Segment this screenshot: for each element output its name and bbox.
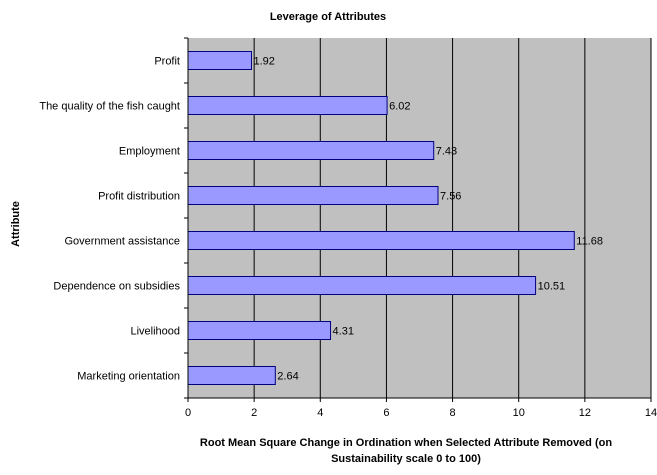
x-tick-label-4: 4 [317,407,323,419]
data-label-1: 6.02 [389,101,410,113]
bar-3 [187,186,439,205]
data-labels: 1.92 6.02 7.43 7.56 11.68 10.51 4.31 2.64 [253,56,602,383]
category-labels: Profit The quality of the fish caught Empl… [39,56,180,383]
data-label-0: 1.92 [253,56,274,68]
category-label-0: Profit [154,56,180,68]
bar-2 [187,141,435,160]
category-label-6: Livelihood [130,326,180,338]
bar-6 [187,321,332,340]
y-axis-label: Attribute [10,201,22,247]
category-label-5: Dependence on subsidies [53,281,180,293]
data-label-5: 10.51 [538,281,566,293]
x-tick-label-14: 14 [645,407,657,419]
chart-title: Leverage of Attributes [270,11,386,23]
x-tick-label-10: 10 [513,407,525,419]
data-label-2: 7.43 [436,146,457,158]
category-label-1: The quality of the fish caught [39,101,180,113]
bar-7 [187,366,276,385]
plot-area [188,38,651,398]
category-label-3: Profit distribution [98,191,180,203]
category-label-2: Employment [119,146,180,158]
x-tick-label-8: 8 [450,407,456,419]
bar-4 [187,231,575,250]
x-tick-label-0: 0 [185,407,191,419]
data-label-3: 7.56 [440,191,461,203]
data-label-4: 11.68 [576,236,603,248]
x-tick-label-12: 12 [579,407,591,419]
category-label-7: Marketing orientation [77,371,180,383]
bar-1 [187,96,388,115]
x-tick-label-2: 2 [251,407,257,419]
bars [187,51,575,385]
data-label-6: 4.31 [333,326,354,338]
x-axis-label-line-1: Root Mean Square Change in Ordination wh… [200,437,612,449]
x-tick-labels: 0 2 4 6 8 10 12 14 [185,407,657,419]
data-label-7: 2.64 [277,371,298,383]
x-tick-label-6: 6 [383,407,389,419]
category-label-4: Government assistance [64,236,180,248]
x-axis-label-line-2: Sustainability scale 0 to 100) [331,453,481,465]
bar-0 [187,51,252,70]
axes [184,37,652,402]
bar-5 [187,276,537,295]
